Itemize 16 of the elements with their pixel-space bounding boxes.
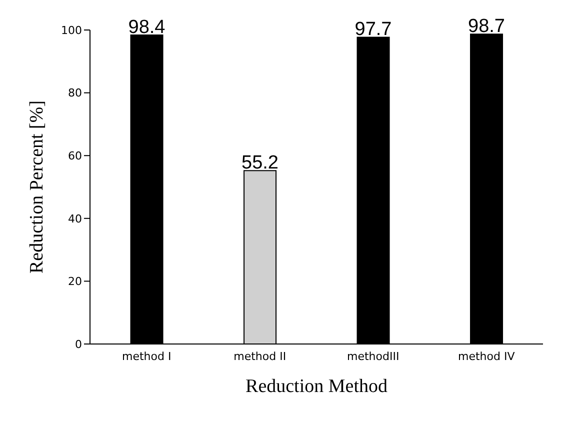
x-tick-label: methodIII xyxy=(347,350,400,363)
x-tick-label: method I xyxy=(122,350,172,363)
data-label: 55.2 xyxy=(242,152,279,174)
y-tick-label: 100 xyxy=(61,24,82,37)
data-label: 98.4 xyxy=(128,17,166,38)
y-tick-label: 0 xyxy=(75,338,82,351)
x-axis-title: Reduction Method xyxy=(246,376,388,397)
data-label: 97.7 xyxy=(354,19,392,40)
y-tick-label: 60 xyxy=(68,150,82,163)
x-tick-label: method II xyxy=(234,350,286,363)
y-tick-label: 20 xyxy=(68,275,82,288)
y-tick-label: 80 xyxy=(68,86,82,100)
y-tick-label: 40 xyxy=(68,212,82,226)
y-axis-title: Reduction Percent [%] xyxy=(26,100,48,274)
x-tick-label: method IV xyxy=(458,350,516,363)
data-label: 98.7 xyxy=(468,16,506,38)
